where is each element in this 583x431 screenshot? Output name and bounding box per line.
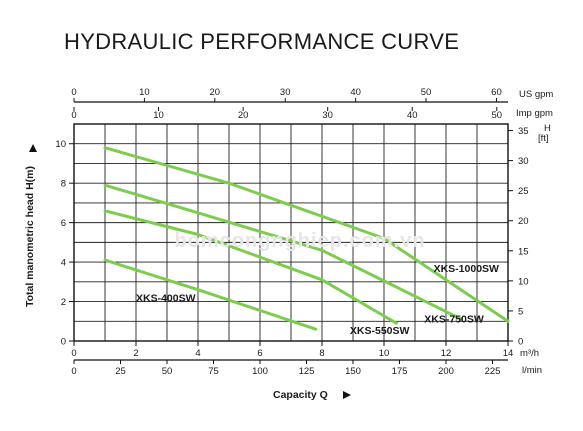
usgpm-tick-label: 10 [139, 87, 150, 98]
lmin-tick-label: 0 [71, 366, 76, 377]
lmin-tick-label: 100 [252, 366, 268, 377]
usgpm-tick-label: 0 [71, 87, 76, 98]
curve-label: XKS-550SW [350, 325, 410, 337]
lmin-tick-label: 200 [438, 366, 454, 377]
series-line-xks-550sw [103, 209, 398, 325]
x-axis-title: Capacity Q [273, 389, 328, 401]
x-tick-label: 8 [319, 348, 324, 359]
lmin-tick-label: 150 [345, 366, 361, 377]
x-tick-label: 12 [441, 348, 452, 359]
y-tick-label: 4 [61, 258, 66, 269]
x-tick-label: 2 [133, 348, 138, 359]
impgpm-tick-label: 10 [153, 110, 164, 121]
ft-unit: [ft] [538, 133, 549, 144]
x-axis-arrow-icon [343, 391, 351, 399]
x-tick-label: 6 [257, 348, 262, 359]
ft-unit-h: H [544, 123, 551, 134]
y-axis-title: Total manometric head H(m) [24, 166, 36, 307]
lmin-tick-label: 50 [162, 366, 173, 377]
series-line-xks-400sw [103, 258, 318, 331]
usgpm-tick-label: 40 [350, 87, 361, 98]
impgpm-tick-label: 20 [238, 110, 249, 121]
impgpm-tick-label: 40 [407, 110, 418, 121]
ft-tick-label: 5 [518, 306, 523, 317]
x-tick-label: 4 [195, 348, 200, 359]
usgpm-tick-label: 20 [210, 87, 221, 98]
series-line-xks-1000sw [103, 146, 510, 323]
usgpm-tick-label: 30 [280, 87, 291, 98]
ft-tick-label: 0 [518, 337, 523, 348]
ft-tick-label: 15 [518, 246, 529, 257]
x-tick-label: 10 [379, 348, 390, 359]
y-tick-label: 6 [61, 218, 66, 229]
x-tick-label: 14 [503, 348, 514, 359]
ft-tick-label: 30 [518, 156, 529, 167]
x-unit-usgpm: US gpm [519, 89, 553, 100]
lmin-tick-label: 125 [299, 366, 315, 377]
curve-label: XKS-750SW [424, 313, 484, 325]
usgpm-tick-label: 60 [491, 87, 502, 98]
impgpm-tick-label: 50 [491, 110, 502, 121]
y-tick-label: 2 [61, 297, 66, 308]
y-tick-label: 0 [61, 337, 66, 348]
y-tick-label: 10 [55, 139, 66, 150]
ft-tick-label: 20 [518, 216, 529, 227]
lmin-tick-label: 175 [392, 366, 408, 377]
impgpm-tick-label: 0 [71, 110, 76, 121]
ft-tick-label: 35 [518, 126, 529, 137]
lmin-tick-label: 25 [115, 366, 126, 377]
x-unit-lmin: l/min [522, 365, 542, 376]
lmin-tick-label: 225 [485, 366, 501, 377]
plot-frame [73, 123, 509, 342]
impgpm-tick-label: 30 [322, 110, 333, 121]
x-tick-label: 0 [71, 348, 76, 359]
y-axis-arrow-icon [29, 144, 37, 152]
lmin-tick-label: 75 [208, 366, 219, 377]
x-unit-impgpm: Imp gpm [516, 108, 553, 119]
series-line-xks-750sw [103, 183, 463, 321]
ft-tick-label: 25 [518, 186, 529, 197]
curve-label: XKS-1000SW [434, 263, 499, 275]
ft-tick-label: 10 [518, 276, 529, 287]
x-unit-m3h: m³/h [520, 348, 539, 359]
curve-label: XKS-400SW [136, 293, 196, 305]
y-tick-label: 8 [61, 179, 66, 190]
usgpm-tick-label: 50 [421, 87, 432, 98]
chart-title: HYDRAULIC PERFORMANCE CURVE [64, 29, 459, 54]
watermark-text: bomcongnghiep.com.vn [174, 230, 425, 252]
